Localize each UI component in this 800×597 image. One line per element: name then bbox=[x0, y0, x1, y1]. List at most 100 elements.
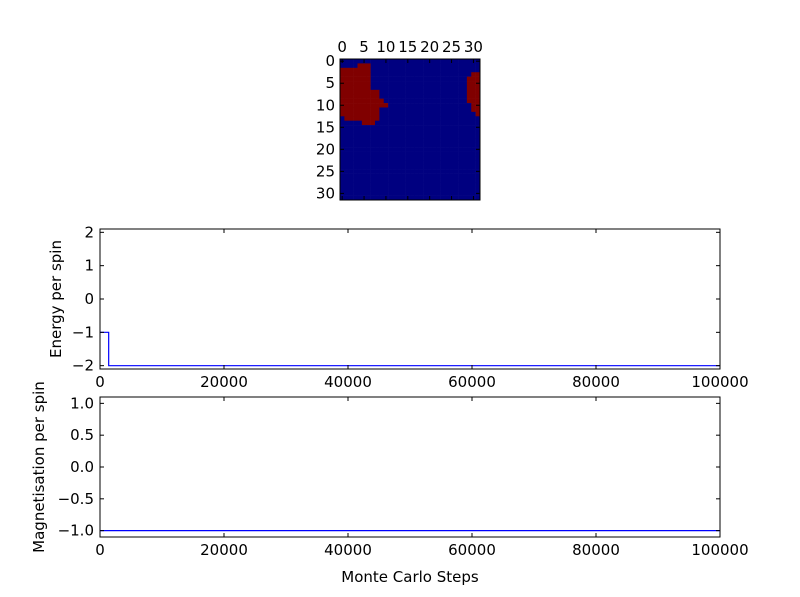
lattice-cell bbox=[405, 89, 411, 95]
lattice-cell bbox=[383, 138, 389, 144]
lattice-cell bbox=[466, 177, 472, 183]
lattice-cell bbox=[379, 133, 385, 139]
lattice-cell bbox=[392, 116, 398, 121]
lattice-cell bbox=[475, 173, 481, 179]
lattice-cell bbox=[458, 76, 463, 82]
lattice-cell bbox=[431, 151, 437, 157]
lattice-cell bbox=[392, 169, 398, 174]
lattice-cell bbox=[405, 103, 411, 108]
lattice-cell bbox=[383, 89, 389, 95]
lattice-cell bbox=[449, 155, 455, 161]
lattice-cell bbox=[405, 111, 411, 117]
lattice-cell bbox=[392, 89, 398, 95]
lattice-cell bbox=[379, 182, 385, 188]
lattice-cell bbox=[418, 155, 424, 161]
lattice-cell bbox=[401, 89, 406, 95]
lattice-cell bbox=[370, 182, 376, 188]
lattice-cell bbox=[357, 155, 363, 161]
lattice-cell bbox=[466, 67, 472, 73]
lattice-cell bbox=[436, 120, 441, 126]
lattice-cell bbox=[418, 94, 424, 99]
lattice-cell bbox=[414, 89, 420, 95]
lattice-cell bbox=[348, 98, 354, 104]
lattice-cell bbox=[370, 195, 376, 201]
lattice-cell bbox=[471, 72, 476, 77]
lattice-cell bbox=[471, 147, 476, 152]
lattice-cell bbox=[436, 195, 441, 201]
lattice-cell bbox=[353, 111, 358, 117]
lattice-cell bbox=[427, 94, 433, 99]
lattice-cell bbox=[370, 129, 376, 135]
lattice-cell bbox=[453, 155, 459, 161]
lattice-cell bbox=[475, 151, 481, 157]
lattice-cell bbox=[370, 160, 376, 166]
lattice-cell bbox=[427, 63, 433, 69]
lattice-cell bbox=[466, 85, 472, 91]
lattice-cell bbox=[414, 138, 420, 144]
lattice-cell bbox=[388, 125, 393, 130]
lattice-cell bbox=[436, 125, 441, 130]
lattice-cell bbox=[379, 116, 385, 121]
lattice-cell bbox=[375, 111, 380, 117]
lattice-cell bbox=[392, 155, 398, 161]
magnetisation-plot: 0 20000 40000 60000 80000 100000 1.0 0.5 0.0 −0.5… bbox=[30, 381, 749, 586]
lattice-cell bbox=[462, 120, 468, 126]
lattice-cell bbox=[340, 72, 345, 77]
lattice-cell bbox=[370, 116, 376, 121]
lattice-cell bbox=[392, 76, 398, 82]
lattice-cell bbox=[466, 98, 472, 104]
lattice-cell bbox=[431, 85, 437, 91]
lattice-cell bbox=[445, 186, 450, 192]
lattice-cell bbox=[388, 63, 393, 69]
lattice-cell bbox=[410, 191, 415, 196]
y-tick-label: 10 bbox=[316, 96, 335, 114]
lattice-cell bbox=[410, 63, 415, 69]
lattice-cell bbox=[414, 120, 420, 126]
lattice-cell bbox=[388, 94, 393, 99]
lattice-cell bbox=[440, 191, 446, 196]
lattice-cell bbox=[396, 138, 402, 144]
lattice-cell bbox=[357, 160, 363, 166]
lattice-cell bbox=[383, 142, 389, 148]
lattice-cell bbox=[383, 111, 389, 117]
lattice-cell bbox=[423, 59, 428, 64]
lattice-cell bbox=[466, 151, 472, 157]
lattice-cell bbox=[431, 164, 437, 170]
lattice-cell bbox=[396, 186, 402, 192]
lattice-cell bbox=[405, 94, 411, 99]
lattice-cell bbox=[423, 138, 428, 144]
lattice-cell bbox=[414, 94, 420, 99]
lattice-cell bbox=[414, 173, 420, 179]
lattice-cell bbox=[431, 98, 437, 104]
lattice-cell bbox=[344, 138, 350, 144]
lattice-cell bbox=[383, 186, 389, 192]
lattice-cell bbox=[396, 94, 402, 99]
lattice-cell bbox=[361, 111, 367, 117]
lattice-cell bbox=[344, 173, 350, 179]
lattice-cell bbox=[471, 160, 476, 166]
lattice-cell bbox=[401, 76, 406, 82]
lattice-cell bbox=[375, 142, 380, 148]
lattice-cell bbox=[431, 160, 437, 166]
x-tick-label: 40000 bbox=[324, 541, 372, 559]
lattice-cell bbox=[453, 125, 459, 130]
lattice-cell bbox=[396, 129, 402, 135]
lattice-cell bbox=[414, 177, 420, 183]
x-tick-label: 15 bbox=[398, 38, 417, 56]
lattice-cell bbox=[410, 120, 415, 126]
lattice-cell bbox=[427, 164, 433, 170]
lattice-cell bbox=[440, 133, 446, 139]
lattice-cell bbox=[383, 67, 389, 73]
lattice-cell bbox=[396, 85, 402, 91]
lattice-cell bbox=[366, 76, 371, 82]
lattice-cell bbox=[453, 182, 459, 188]
lattice-cell bbox=[388, 59, 393, 64]
lattice-cell bbox=[353, 142, 358, 148]
lattice-cell bbox=[458, 94, 463, 99]
lattice-cell bbox=[445, 155, 450, 161]
lattice-cell bbox=[370, 89, 376, 95]
lattice-cell bbox=[405, 72, 411, 77]
lattice-cell bbox=[471, 107, 476, 113]
lattice-cell bbox=[471, 76, 476, 82]
lattice-cell bbox=[423, 147, 428, 152]
